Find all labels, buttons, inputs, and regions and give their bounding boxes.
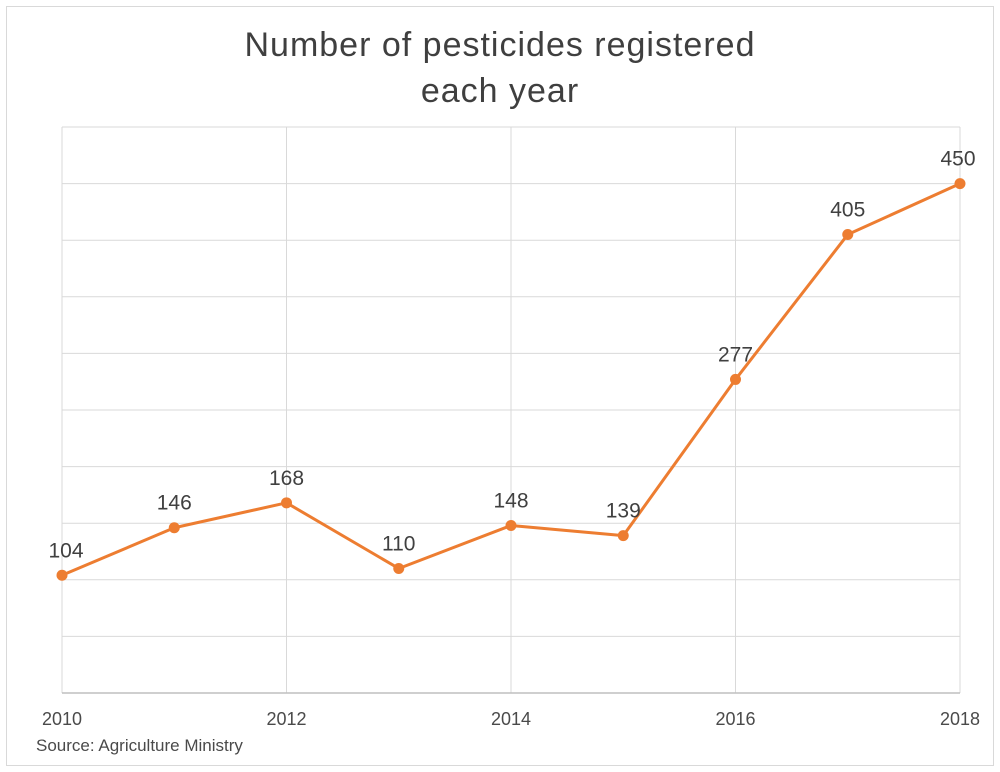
data-label: 104	[48, 539, 83, 562]
data-label: 110	[382, 532, 415, 555]
source-note: Source: Agriculture Ministry	[36, 736, 243, 755]
data-point	[617, 530, 629, 542]
x-tick-label: 2016	[715, 709, 755, 729]
data-label: 168	[269, 467, 304, 490]
data-point	[954, 178, 966, 190]
chart-frame	[6, 6, 994, 766]
chart-title: Number of pesticides registered each yea…	[0, 22, 1000, 114]
data-point	[842, 229, 854, 241]
data-point	[56, 569, 68, 581]
data-point	[281, 497, 292, 509]
chart-title-line-2: each year	[420, 72, 580, 110]
x-tick-label: 2012	[266, 709, 306, 729]
x-tick-label: 2010	[42, 709, 82, 729]
data-label: 450	[940, 148, 975, 171]
x-tick-label: 2018	[940, 709, 980, 729]
data-label: 148	[493, 489, 528, 512]
data-point	[168, 522, 180, 534]
data-label: 277	[718, 343, 753, 366]
chart-title-line-1: Number of pesticides registered	[244, 26, 756, 64]
data-label: 146	[157, 492, 192, 515]
data-label: 405	[830, 199, 865, 222]
data-point	[730, 373, 741, 385]
data-label: 139	[606, 500, 641, 523]
x-tick-label: 2014	[491, 709, 531, 729]
data-point	[393, 562, 405, 574]
data-point	[505, 519, 517, 531]
